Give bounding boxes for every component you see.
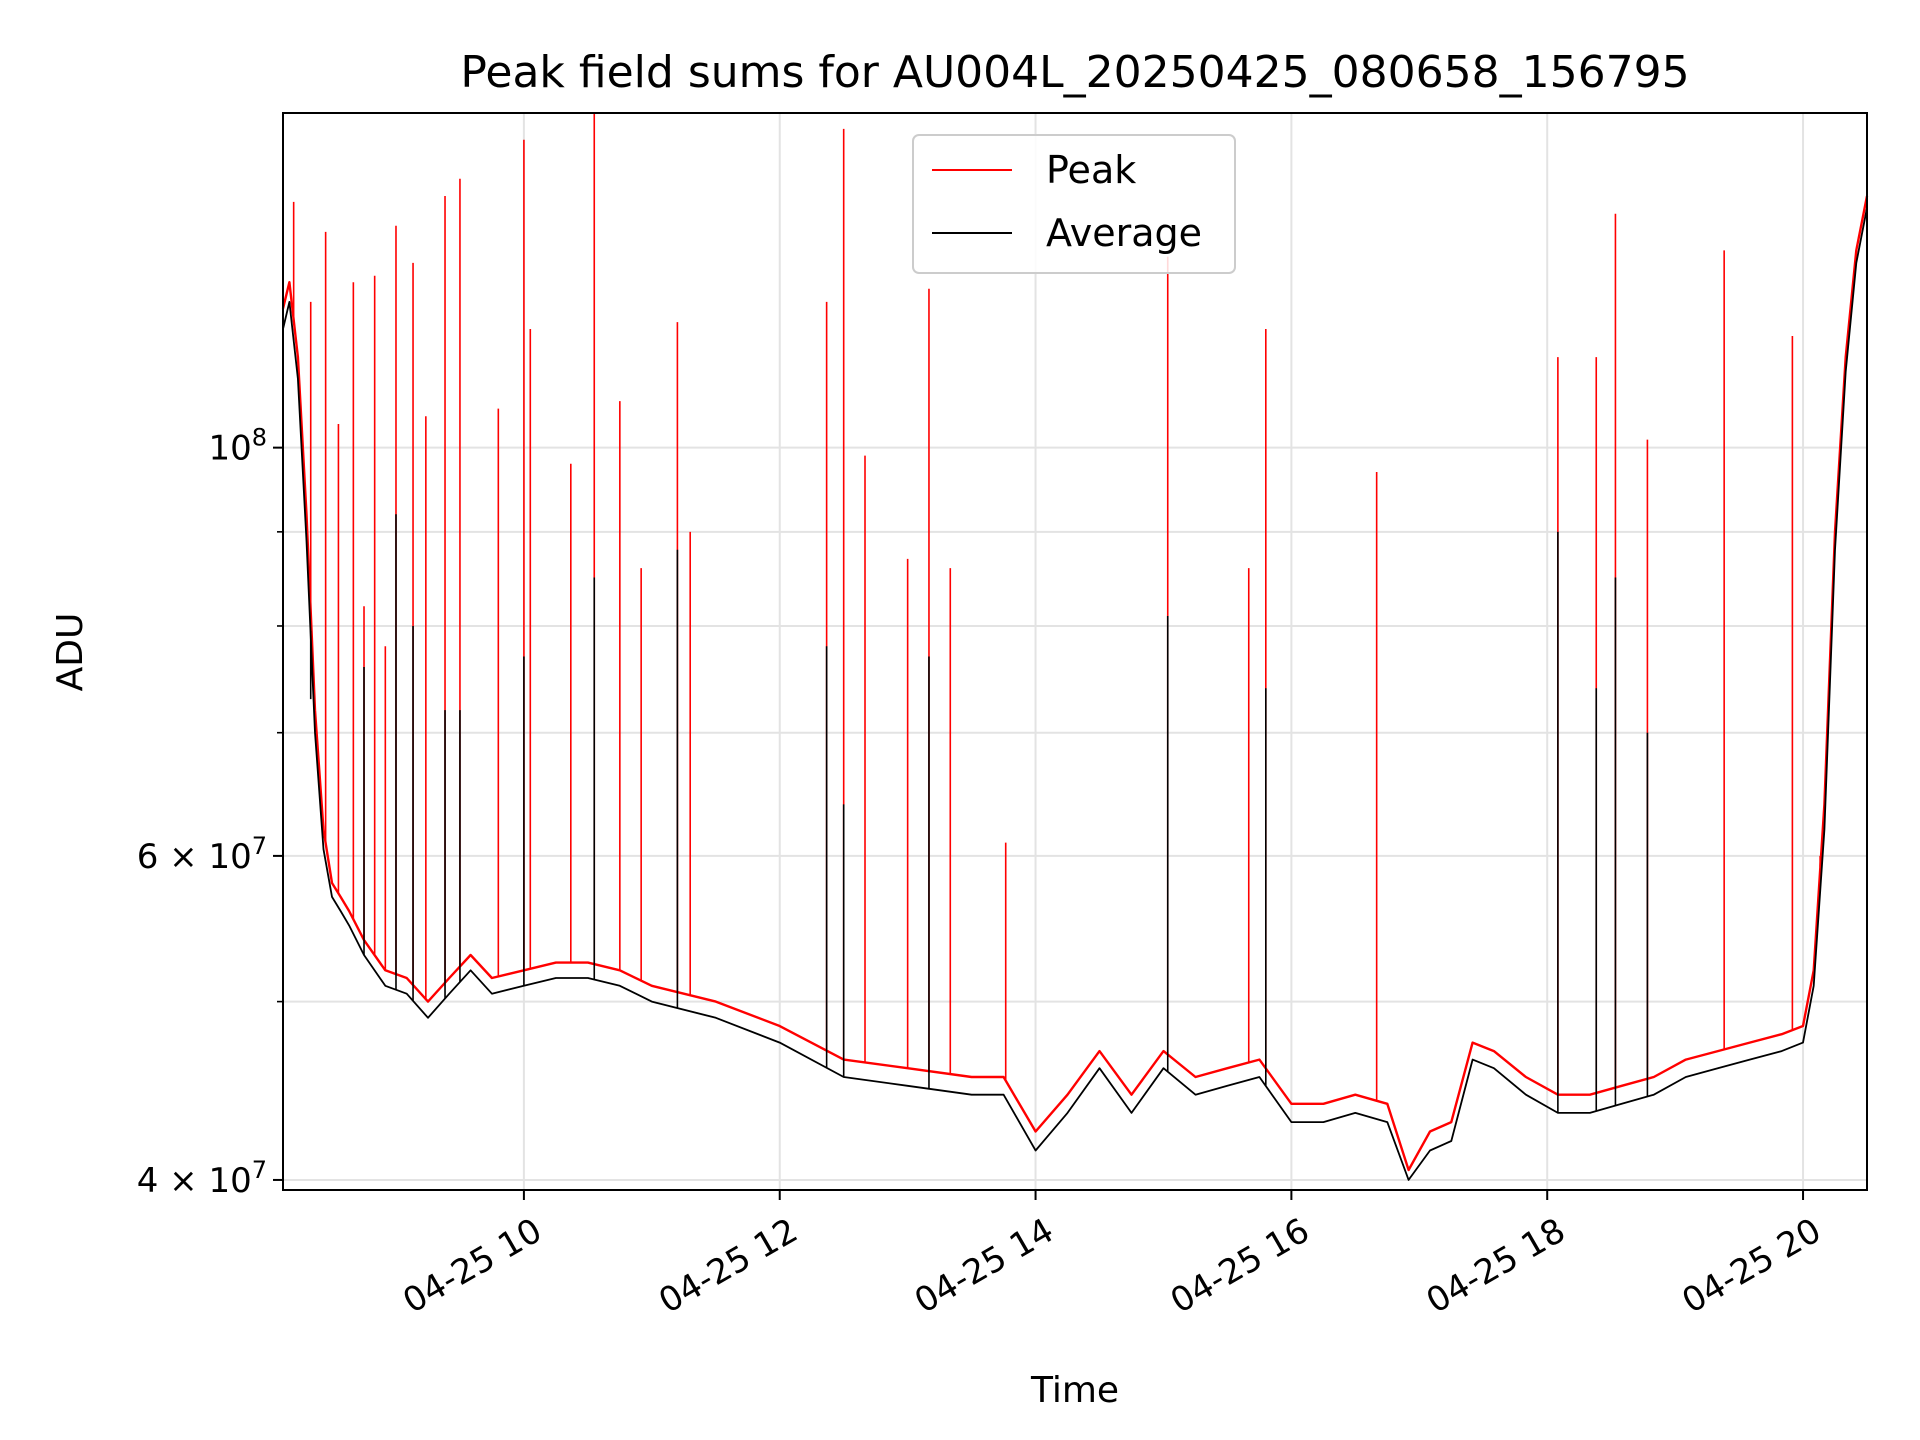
y-tick-label: 6 × 107: [137, 832, 267, 877]
y-tick-label: 4 × 107: [137, 1156, 267, 1201]
x-axis-label: Time: [1030, 1370, 1119, 1411]
plot-frame: [282, 112, 1868, 1191]
legend-peak-label: Peak: [1046, 148, 1136, 192]
legend: Peak Average: [912, 134, 1236, 274]
y-axis-label: ADU: [50, 613, 91, 692]
legend-average-label: Average: [1046, 211, 1202, 255]
grid: [283, 113, 1867, 1190]
y-axis: 4 × 107 6 × 107 108: [137, 424, 283, 1201]
chart-title: Peak field sums for AU004L_20250425_0806…: [460, 47, 1689, 98]
average-series-line: [282, 207, 1868, 1181]
y-tick-label: 108: [208, 424, 267, 469]
peak-series-line: [281, 195, 1869, 1172]
plot-lines: [281, 113, 1869, 1181]
